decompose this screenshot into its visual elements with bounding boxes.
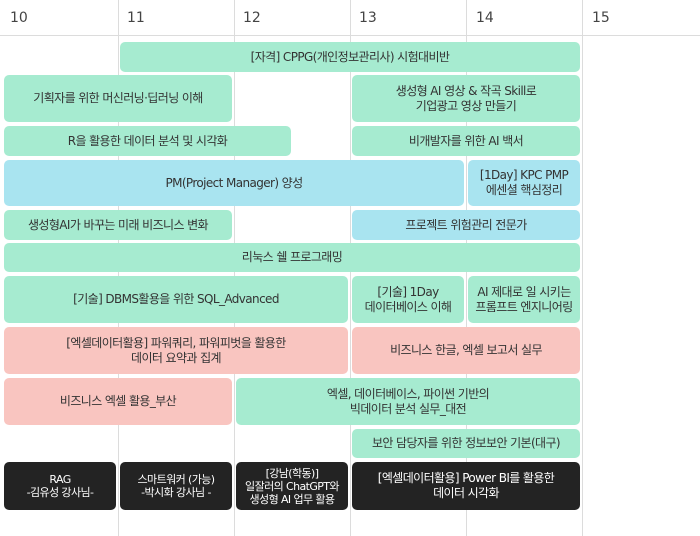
event-r-analysis[interactable]: R을 활용한 데이터 분석 및 시각화 [4, 126, 291, 156]
event-database-1day[interactable]: [기술] 1Day 데이터베이스 이해 [352, 276, 464, 323]
event-security-daegu[interactable]: 보안 담당자를 위한 정보보안 기본(대구) [352, 429, 580, 458]
event-ai-whitepaper[interactable]: 비개발자를 위한 AI 백서 [352, 126, 580, 156]
event-chatgpt-gangnam[interactable]: [강남(학동)] 일잘러의 ChatGPT와 생성형 AI 업무 활용 [236, 462, 348, 510]
event-linux-shell[interactable]: 리눅스 쉘 프로그래밍 [4, 243, 580, 272]
event-sql-advanced[interactable]: [기술] DBMS활용을 위한 SQL_Advanced [4, 276, 348, 323]
day-header: 10 [10, 10, 28, 26]
event-hangul-excel[interactable]: 비즈니스 한글, 엑셀 보고서 실무 [352, 327, 580, 374]
event-excel-busan[interactable]: 비즈니스 엑셀 활용_부산 [4, 378, 232, 425]
event-rag[interactable]: RAG -김유성 강사님- [4, 462, 116, 510]
event-project-risk[interactable]: 프로젝트 위험관리 전문가 [352, 210, 580, 240]
event-bigdata-daejeon[interactable]: 엑셀, 데이터베이스, 파이썬 기반의 빅데이터 분석 실무_대전 [236, 378, 580, 425]
day-header: 12 [243, 10, 261, 26]
day-header: 15 [592, 10, 610, 26]
event-kpc-pmp[interactable]: [1Day] KPC PMP 에센셜 핵심정리 [468, 160, 580, 206]
event-smartworker[interactable]: 스마트워커 (가능) -박시화 강사님 - [120, 462, 232, 510]
event-powerbi[interactable]: [엑셀데이터활용] Power BI를 활용한 데이터 시각화 [352, 462, 580, 510]
event-genai-video[interactable]: 생성형 AI 영상 & 작곡 Skill로 기업광고 영상 만들기 [352, 75, 580, 122]
event-genai-business[interactable]: 생성형AI가 바꾸는 미래 비즈니스 변화 [4, 210, 232, 240]
event-prompt-engineering[interactable]: AI 제대로 일 시키는 프롬프트 엔지니어링 [468, 276, 580, 323]
event-powerquery[interactable]: [엑셀데이터활용] 파워쿼리, 파워피벗을 활용한 데이터 요약과 집계 [4, 327, 348, 374]
event-pm[interactable]: PM(Project Manager) 양성 [4, 160, 464, 206]
day-header: 11 [127, 10, 145, 26]
event-ml-dl[interactable]: 기획자를 위한 머신러닝·딥러닝 이해 [4, 75, 232, 122]
header-divider [0, 35, 700, 36]
day-header: 14 [476, 10, 494, 26]
day-header: 13 [359, 10, 377, 26]
event-cppg[interactable]: [자격] CPPG(개인정보관리사) 시험대비반 [120, 42, 580, 72]
grid-line [582, 0, 583, 536]
